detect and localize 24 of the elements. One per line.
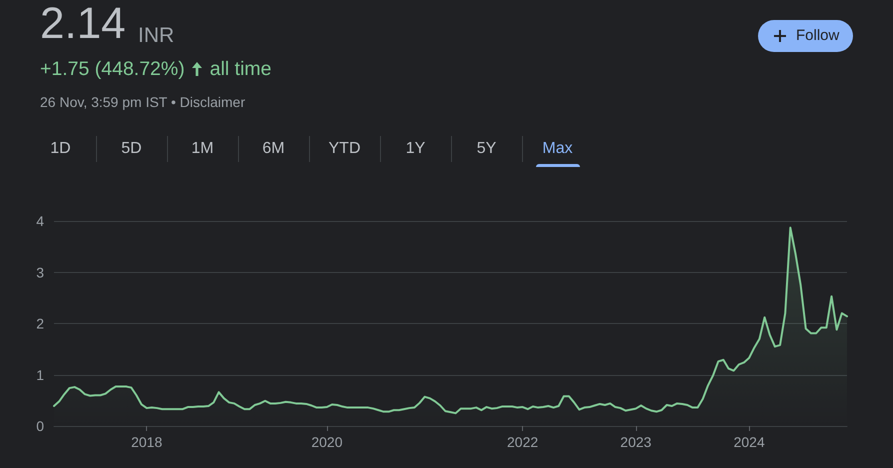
text: YTD (328, 140, 360, 157)
x-tick-label: 2022 (507, 434, 538, 450)
text: INR (138, 24, 174, 48)
text: 1Y (406, 140, 426, 157)
chart-title: 2.14 (40, 0, 126, 48)
x-tick-label: 2024 (734, 434, 765, 450)
text: 5D (121, 140, 142, 157)
text: 1M (191, 140, 214, 157)
x-tick-label: 2018 (131, 434, 162, 450)
text: Max (542, 140, 573, 157)
x-tick-label: 2020 (311, 434, 343, 450)
x-tick-label: 2023 (620, 434, 652, 450)
text: 26 Nov, 3:59 pm IST • Disclaimer (40, 93, 246, 111)
text: +1.75 (448.72%) (40, 58, 185, 80)
text: 5Y (476, 140, 496, 157)
y-tick-label: 3 (36, 264, 44, 280)
text: 6M (262, 140, 285, 157)
text: all time (210, 58, 272, 80)
text: 1D (50, 140, 71, 157)
y-tick-label: 2 (36, 316, 44, 332)
y-tick-label: 4 (36, 213, 44, 229)
follow-button[interactable]: Follow (758, 20, 853, 52)
y-tick-label: 0 (36, 418, 44, 434)
y-tick-label: 1 (36, 366, 44, 383)
